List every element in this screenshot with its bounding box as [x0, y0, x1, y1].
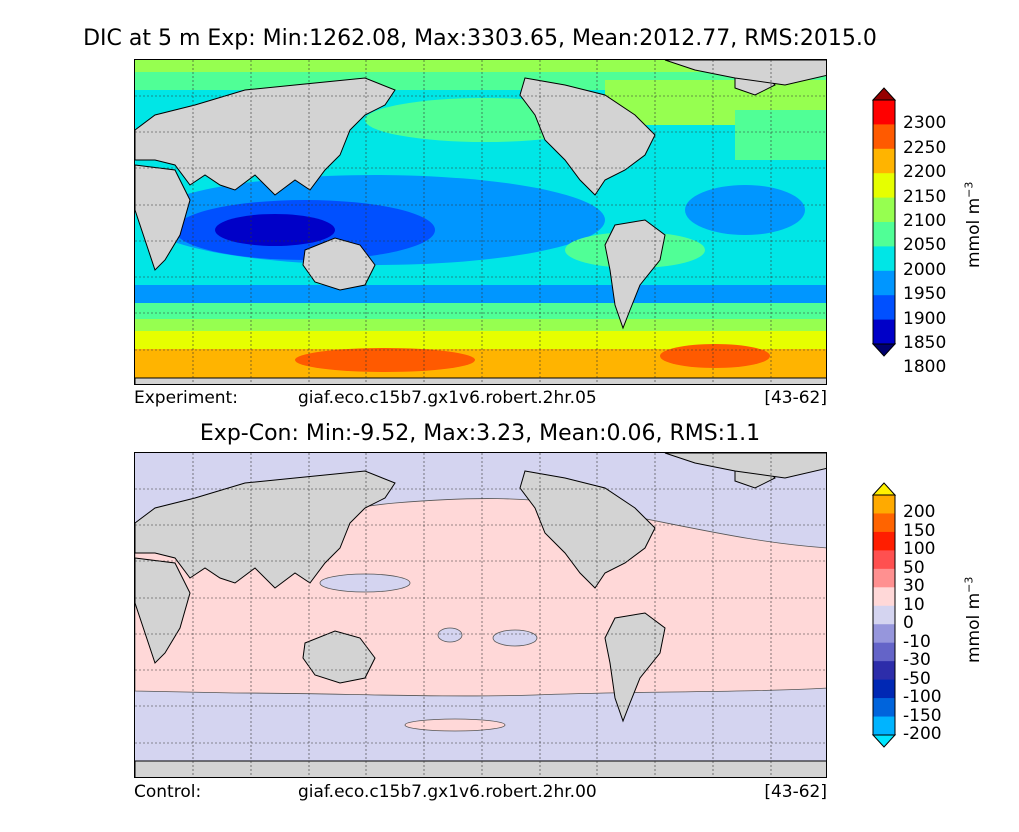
colorbar-1 — [871, 87, 897, 357]
colorbar-1-tick-label: 2300 — [903, 113, 947, 134]
colorbar-2 — [871, 482, 897, 748]
colorbar-2-tick-label: 10 — [903, 594, 925, 615]
colorbar-1-frame — [872, 99, 896, 345]
colorbar-1-swatch — [873, 124, 895, 150]
colorbar-2-swatch — [873, 587, 895, 607]
land-masses-2 — [135, 453, 826, 777]
colorbar-2-swatch — [873, 550, 895, 570]
colorbar-2-tick-label: -30 — [903, 650, 931, 671]
colorbar-1-extend-bottom — [871, 343, 897, 357]
colorbar-1-tick-label: 1950 — [903, 284, 947, 305]
experiment-footer: Experiment: giaf.eco.c15b7.gx1v6.robert.… — [134, 388, 827, 410]
colorbar-1-swatch — [873, 270, 895, 296]
colorbar-2-tick-label: 0 — [903, 613, 914, 634]
band-north-2100 — [135, 60, 826, 72]
experiment-map — [134, 59, 827, 385]
colorbar-1-svg — [871, 87, 897, 357]
colorbar-1-swatch — [873, 246, 895, 272]
colorbar-2-swatch — [873, 698, 895, 718]
colorbar-2-swatch — [873, 716, 895, 736]
band-south-2050 — [135, 303, 826, 319]
difference-map-svg — [135, 453, 826, 777]
colorbar-1-tick-label: 2050 — [903, 235, 947, 256]
colorbar-1-swatch — [873, 319, 895, 345]
experiment-label: Experiment: — [134, 388, 238, 408]
colorbar-2-extend-top — [871, 482, 897, 496]
colorbar-2-tick-label: -10 — [903, 631, 931, 652]
colorbar-2-tick-label: 100 — [903, 539, 936, 560]
colorbar-2-tick-label: 150 — [903, 520, 936, 541]
diff-negative-patch-b — [492, 629, 538, 647]
band-south-1950 — [135, 285, 826, 303]
southern-ocean-2250-a — [295, 348, 475, 372]
diff-negative-patch-a — [319, 573, 411, 593]
colorbar-2-tick-label: -200 — [903, 724, 942, 744]
control-years: [43-62] — [764, 782, 827, 802]
colorbar-2-extend-bottom — [871, 734, 897, 748]
colorbar-2-frame — [872, 494, 896, 736]
colorbar-1-tick-label: 1800 — [903, 357, 947, 378]
atlantic-mid-2050 — [735, 110, 826, 160]
colorbar-1-tick-label: 1850 — [903, 333, 947, 353]
colorbar-1-swatch — [873, 173, 895, 199]
control-label: Control: — [134, 782, 202, 802]
colorbar-2-unit-exponent: −3 — [962, 576, 976, 593]
colorbar-2-swatch — [873, 568, 895, 588]
southern-ocean-2250-b — [660, 344, 770, 368]
colorbar-2-swatch — [873, 513, 895, 533]
difference-map — [134, 452, 827, 778]
diff-negative-patch-c — [437, 627, 463, 643]
colorbar-2-swatch — [873, 642, 895, 662]
colorbar-1-tick-label: 2000 — [903, 259, 947, 280]
colorbar-2-swatch — [873, 605, 895, 625]
colorbar-2-swatch — [873, 661, 895, 681]
atlantic-tropics-1950 — [685, 185, 805, 235]
band-south-2150 — [135, 331, 826, 349]
colorbar-2-unit: mmol m — [964, 592, 985, 664]
colorbar-1-swatch — [873, 295, 895, 321]
colorbar-1-unit-exponent: −3 — [962, 181, 976, 198]
colorbar-2-tick-label: 50 — [903, 557, 925, 578]
colorbar-2-swatch — [873, 531, 895, 551]
colorbar-2-swatch — [873, 495, 895, 514]
colorbar-1-unit: mmol m — [964, 197, 985, 269]
panel2-title: Exp-Con: Min:-9.52, Max:3.23, Mean:0.06,… — [199, 421, 761, 446]
colorbar-1-swatch — [873, 197, 895, 223]
panel1-title: DIC at 5 m Exp: Min:1262.08, Max:3303.65… — [83, 26, 877, 51]
colorbar-1-tick-label: 2250 — [903, 137, 947, 158]
control-run-name: giaf.eco.c15b7.gx1v6.robert.2hr.00 — [298, 782, 597, 802]
experiment-run-name: giaf.eco.c15b7.gx1v6.robert.2hr.05 — [298, 388, 597, 408]
experiment-years: [43-62] — [764, 388, 827, 408]
colorbar-1-extend-top — [871, 87, 897, 101]
colorbar-2-tick-label: -150 — [903, 705, 942, 726]
colorbar-2-tick-label: -50 — [903, 668, 931, 689]
colorbar-2-label: mmol m−3 — [962, 577, 984, 663]
colorbar-1-swatch — [873, 222, 895, 247]
colorbar-2-swatch — [873, 679, 895, 699]
control-footer: Control: giaf.eco.c15b7.gx1v6.robert.2hr… — [134, 782, 827, 804]
colorbar-1-swatch — [873, 148, 895, 174]
colorbar-2-tick-label: 200 — [903, 502, 936, 523]
colorbar-1-tick-label: 2200 — [903, 162, 947, 183]
warm-pool-1850 — [215, 214, 335, 246]
colorbar-2-svg — [871, 482, 897, 748]
experiment-map-svg — [135, 60, 826, 384]
colorbar-2-tick-label: 30 — [903, 576, 925, 597]
colorbar-1-label: mmol m−3 — [962, 182, 984, 268]
diff-positive-patch-south — [404, 718, 506, 732]
land-masses-1 — [135, 60, 826, 384]
band-south-2100 — [135, 319, 826, 331]
colorbar-1-swatch — [873, 100, 895, 125]
colorbar-2-swatch — [873, 624, 895, 644]
colorbar-1-tick-label: 2100 — [903, 211, 947, 231]
colorbar-1-tick-label: 2150 — [903, 186, 947, 207]
grid-lines-1 — [135, 60, 826, 384]
grid-lines-2 — [135, 453, 826, 777]
colorbar-1-tick-label: 1900 — [903, 308, 947, 329]
colorbar-2-tick-label: -100 — [903, 687, 942, 708]
